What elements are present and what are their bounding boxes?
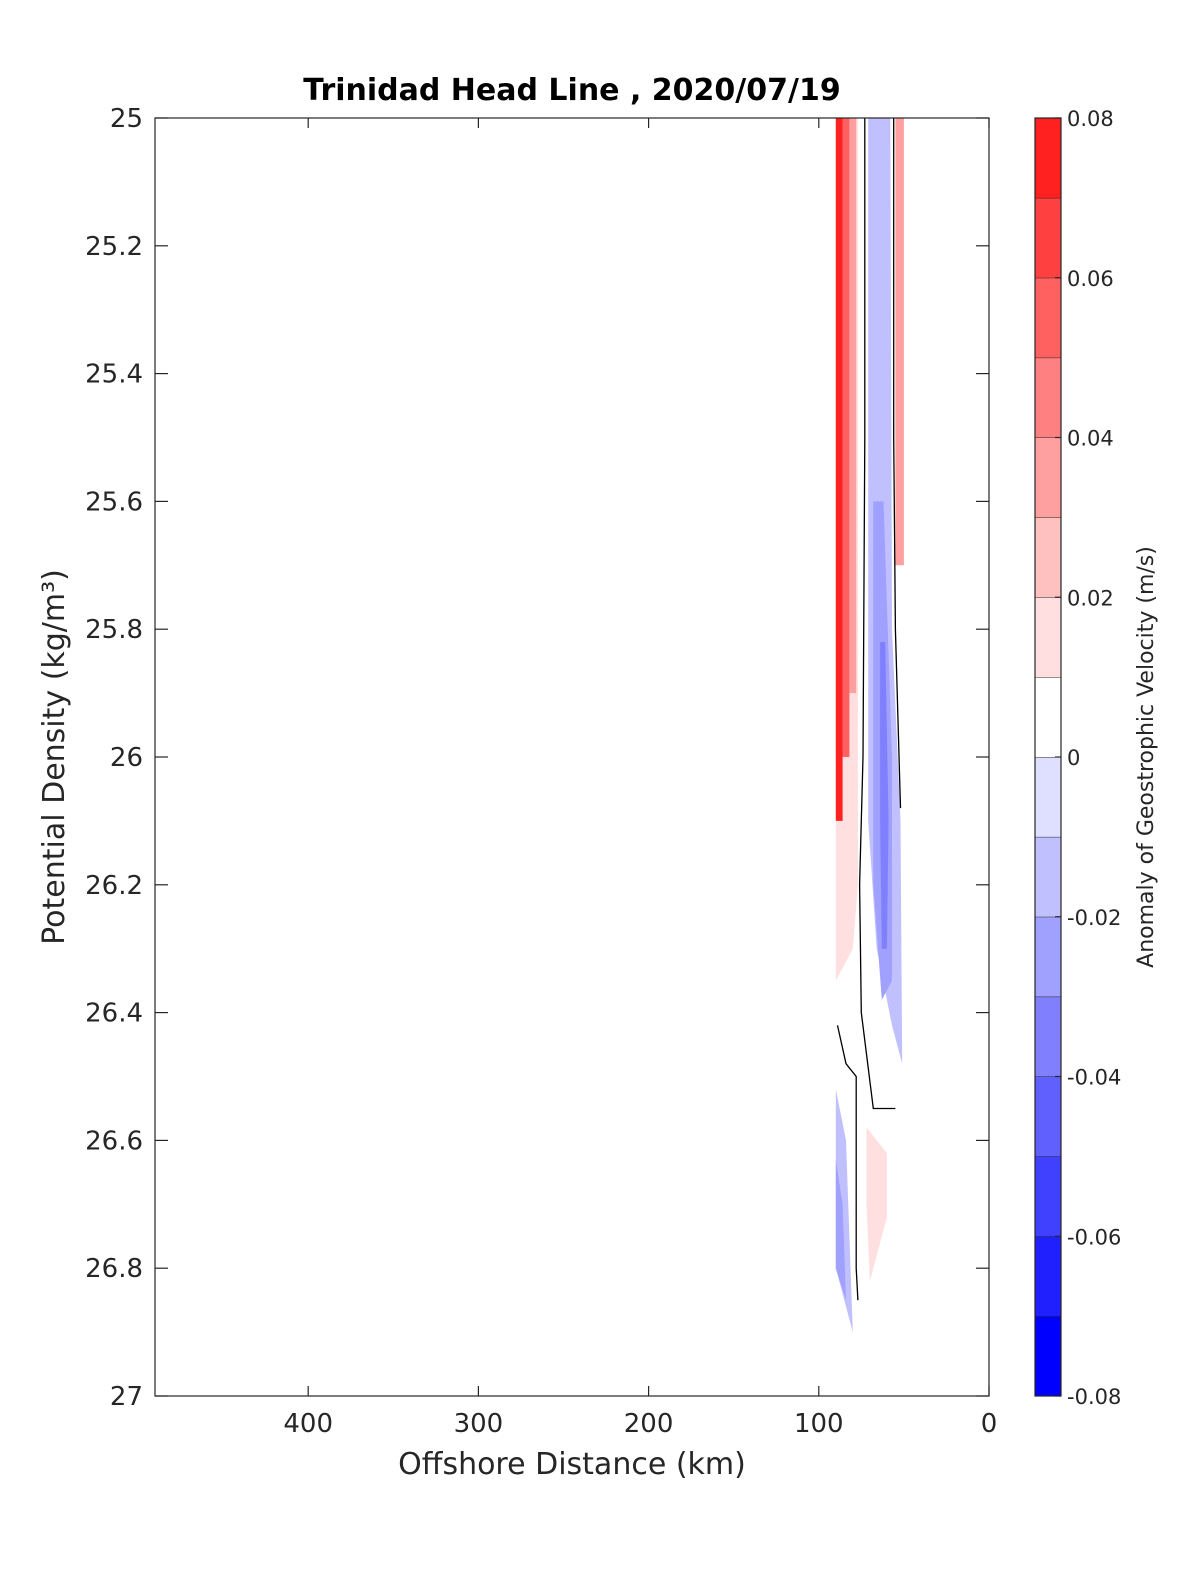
y-tick-label: 25.6 [85,487,143,517]
y-tick-label: 25.4 [85,360,143,390]
x-tick-label: 300 [454,1409,504,1439]
colorbar-swatch [1035,517,1061,598]
x-axis: 400 300 200 100 0 [283,118,997,1439]
chart-title: Trinidad Head Line , 2020/07/19 [303,73,840,108]
colorbar-swatch [1035,197,1061,278]
plot-area [154,117,990,1397]
y-tick-label: 25.8 [85,615,143,645]
colorbar-swatch [1035,118,1061,198]
y-tick-label: 25.2 [85,232,143,262]
contour-region-positive-deep-patch [866,1127,887,1281]
contour-region-positive-mid [849,118,857,694]
colorbar-swatch [1035,916,1061,997]
y-tick-label: 27 [110,1382,143,1412]
y-tick-label: 25 [110,104,143,134]
colorbar-swatch [1035,357,1061,438]
plot-background [155,118,989,1396]
x-axis-label: Offshore Distance (km) [398,1447,746,1482]
colorbar-swatch [1035,597,1061,678]
colorbar-swatch [1035,1316,1061,1396]
contour-region-positive-inner [842,118,850,757]
y-tick-label: 26 [110,743,143,773]
filled-contours [835,118,904,1333]
y-axis: 25 25.2 25.4 25.6 25.8 26 26.2 26.4 26.6 26.8 27 [85,104,989,1412]
contour-region-positive-nearshore-strip [895,118,904,566]
colorbar-swatch [1035,836,1061,917]
colorbar-tick-label: 0.06 [1067,267,1114,291]
colorbar-swatch [1035,757,1061,837]
colorbar-tick-label: 0.08 [1067,107,1114,131]
colorbar-swatch [1035,1236,1061,1317]
zero-contour-line-2 [893,118,902,809]
x-tick-label: 100 [794,1409,844,1439]
colorbar-swatch [1035,1076,1061,1157]
contour-region-negative-core [880,642,889,949]
colorbar-swatch [1035,677,1061,757]
zero-contour-line-1 [858,118,896,1110]
y-tick-label: 26.8 [85,1254,143,1284]
y-tick-label: 26.4 [85,999,143,1029]
y-axis-label: Potential Density (kg/m³) [37,569,72,945]
colorbar-tick-label: -0.02 [1067,906,1121,930]
colorbar-swatch [1035,277,1061,358]
y-tick-label: 26.2 [85,871,143,901]
zero-contour-lines [836,118,902,1301]
colorbar-swatch [1035,437,1061,518]
contour-region-negative-deep-core [835,1159,846,1301]
colorbar-label: Anomaly of Geostrophic Velocity (m/s) [1134,546,1159,968]
colorbar-tick-label: 0 [1067,746,1080,770]
x-tick-label: 400 [283,1409,333,1439]
colorbar: 0.08 0.06 0.04 0.02 0 -0.02 -0.04 -0.06 -0.08 [1034,107,1121,1409]
colorbar-swatch [1035,1156,1061,1237]
colorbar-swatch [1035,996,1061,1077]
colorbar-tick-label: 0.04 [1067,427,1114,451]
x-tick-label: 200 [624,1409,674,1439]
colorbar-tick-label: -0.04 [1067,1066,1121,1090]
colorbar-tick-label: -0.08 [1067,1385,1121,1409]
x-tick-label: 0 [981,1409,998,1439]
colorbar-tick-label: -0.06 [1067,1225,1121,1249]
colorbar-tick-label: 0.02 [1067,586,1114,610]
y-tick-label: 26.6 [85,1126,143,1156]
contour-region-positive-core [835,118,843,821]
zero-contour-line-3 [836,1025,859,1301]
